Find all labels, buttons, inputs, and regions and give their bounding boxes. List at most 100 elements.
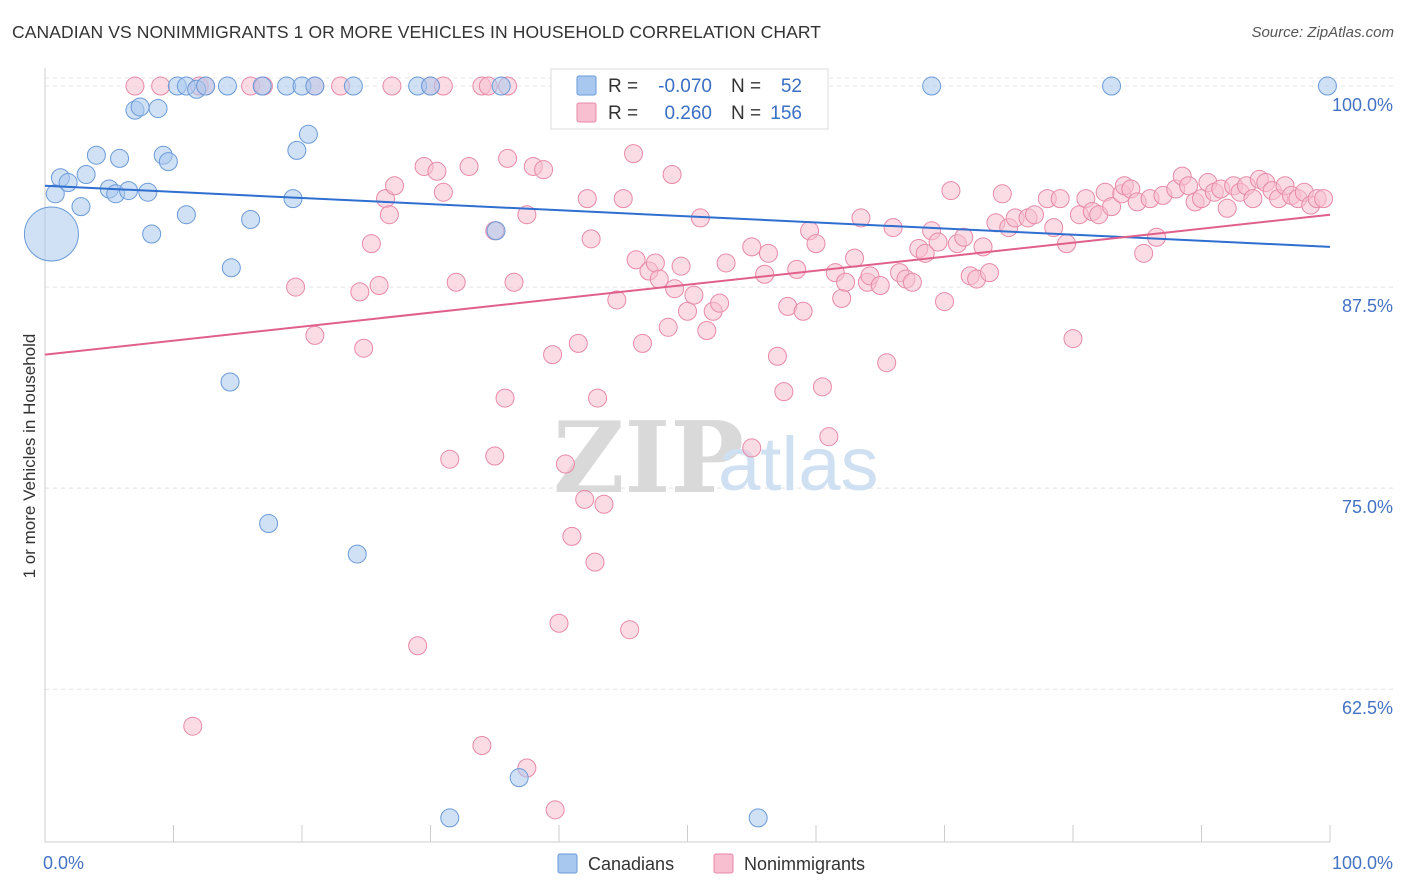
nonimmigrants-point-77 [767,346,787,366]
watermark-atlas: atlas [718,422,879,507]
data-points [23,76,1337,828]
nonimmigrants-point-67 [684,285,704,305]
nonimmigrants-point-89 [845,248,865,268]
canadians-point-12 [130,97,150,117]
legend-n-label-canadians: N = [731,76,761,97]
nonimmigrants-point-84 [812,377,832,397]
canadians-point-47 [1102,76,1122,96]
y-tick-labels: 62.5% 75.0% 87.5% 100.0% [1332,95,1393,718]
legend-r-label-canadians: R = [608,76,638,97]
nonimmigrants-point-63 [662,165,682,185]
nonimmigrants-point-35 [498,148,518,168]
canadians-point-0 [23,206,79,262]
y-tick-label-0: 62.5% [1342,698,1393,718]
nonimmigrants-point-110 [979,263,999,283]
grid-lines [45,77,1395,690]
canadians-point-36 [347,544,367,564]
nonimmigrants-point-31 [472,735,492,755]
nonimmigrants-point-51 [588,388,608,408]
y-tick-label-1: 75.0% [1342,497,1393,517]
nonimmigrants-point-16 [305,325,325,345]
nonimmigrants-point-132 [1134,243,1154,263]
canadians-point-28 [259,514,279,534]
canadians-point-33 [298,124,318,144]
canadians-point-42 [509,768,529,788]
nonimmigrants-point-61 [649,269,669,289]
canadians-point-24 [217,76,237,96]
nonimmigrants-point-8 [382,76,402,96]
legend-n-label-nonimmigrants: N = [731,103,761,124]
nonimmigrants-point-66 [678,301,697,321]
nonimmigrants-point-18 [354,338,374,358]
bottom-legend-swatch-canadians [557,853,578,874]
y-tick-label-3: 100.0% [1332,95,1393,115]
nonimmigrants-point-48 [577,189,597,209]
y-axis-title: 1 or more Vehicles in Household [20,334,39,579]
nonimmigrants-point-47 [575,489,595,509]
legend-n-value-canadians: 52 [781,76,802,97]
canadians-point-25 [220,372,240,392]
nonimmigrants-point-64 [665,279,685,299]
nonimmigrants-point-43 [549,613,569,633]
nonimmigrants-point-83 [806,234,826,254]
nonimmigrants-point-81 [793,301,813,321]
y-tick-label-2: 87.5% [1342,296,1393,316]
chart-title: CANADIAN VS NONIMMIGRANTS 1 OR MORE VEHI… [12,22,822,42]
nonimmigrants-point-94 [877,353,897,373]
canadians-point-17 [158,152,178,172]
x-tick-label-1: 100.0% [1332,853,1393,873]
nonimmigrants-point-112 [992,184,1012,204]
canadians-point-41 [491,76,511,96]
nonimmigrants-point-103 [935,292,954,312]
nonimmigrants-point-40 [534,160,554,180]
legend-bottom: Canadians Nonimmigrants [557,853,865,874]
nonimmigrants-point-29 [446,272,466,292]
nonimmigrants-point-0 [125,76,145,96]
nonimmigrants-point-159 [1314,189,1334,209]
bottom-legend-swatch-nonimmigrants [713,853,734,874]
nonimmigrants-point-98 [902,272,922,292]
canadians-point-39 [440,808,460,828]
legend-r-value-canadians: -0.070 [658,76,712,97]
series-canadians [23,76,1337,828]
nonimmigrants-point-87 [832,288,852,308]
nonimmigrants-point-80 [787,259,807,279]
nonimmigrants-point-104 [941,181,961,201]
nonimmigrants-point-102 [928,232,948,252]
nonimmigrants-point-49 [581,229,601,249]
canadians-point-26 [241,210,261,230]
nonimmigrants-point-78 [774,382,794,402]
nonimmigrants-point-36 [504,272,524,292]
canadians-point-38 [421,76,440,96]
source-label: Source: ZipAtlas.com [1251,24,1394,41]
canadians-point-9 [110,148,130,168]
bottom-legend-label-canadians: Canadians [588,854,674,874]
canadians-point-44 [748,808,768,828]
canadians-point-31 [287,140,307,160]
canadians-point-46 [922,76,942,96]
canadians-point-27 [252,76,272,96]
nonimmigrants-point-74 [742,237,762,257]
nonimmigrants-point-116 [1024,205,1044,225]
nonimmigrants-point-134 [1147,227,1167,247]
nonimmigrants-point-138 [1179,176,1199,196]
nonimmigrants-point-73 [742,438,762,458]
bottom-legend-label-nonimmigrants: Nonimmigrants [744,854,865,874]
canadians-point-40 [486,221,506,241]
canadians-point-13 [138,182,158,202]
canadians-point-5 [76,165,96,185]
nonimmigrants-point-33 [485,446,505,466]
nonimmigrants-point-118 [1044,218,1064,238]
nonimmigrants-point-127 [1102,197,1122,217]
canadians-point-6 [86,145,106,165]
nonimmigrants-point-1 [151,76,171,96]
nonimmigrants-point-93 [870,275,890,295]
legend-swatch-nonimmigrants [576,102,597,123]
nonimmigrants-point-20 [369,275,389,295]
legend-r-label-nonimmigrants: R = [608,103,638,124]
canadians-point-23 [221,258,241,278]
nonimmigrants-point-88 [836,272,856,292]
nonimmigrants-point-71 [710,293,730,313]
canadians-point-15 [148,99,168,119]
